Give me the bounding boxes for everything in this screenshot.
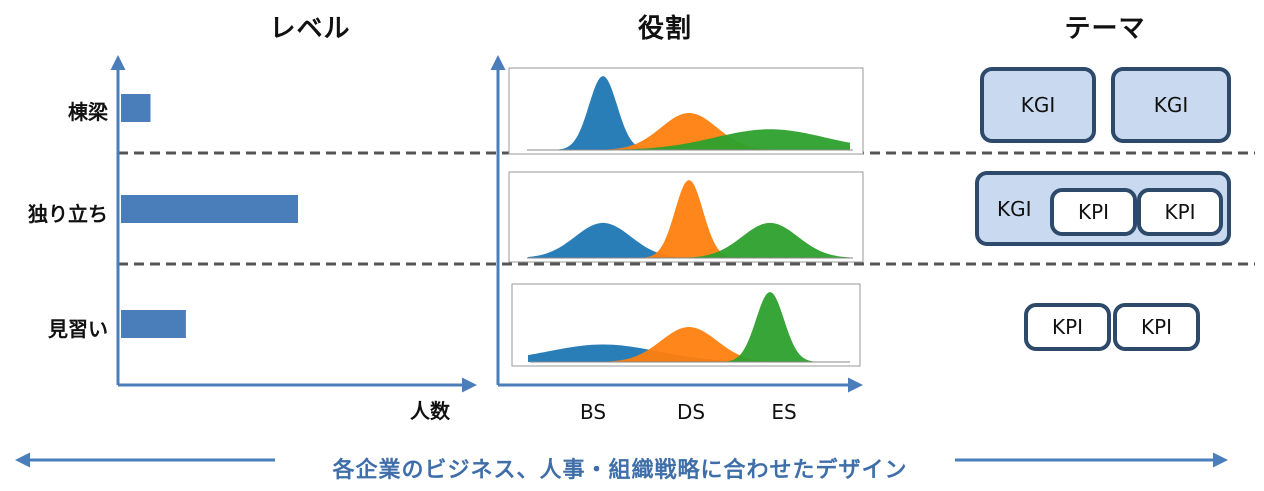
theme-kgi-box: KGI [1111,67,1231,143]
role-tick-es: ES [771,400,797,424]
level-bar [121,94,151,122]
role-curve-es [528,129,850,150]
role-curve-ds [528,327,850,362]
role-curve-ds [528,180,850,258]
theme-kgi-label: KGI [997,196,1032,221]
role-heading: 役割 [637,14,692,44]
theme-kpi-box: KPI [1113,303,1200,351]
level-heading: レベル [269,14,351,44]
role-tick-bs: BS [579,400,607,424]
level-bars [121,94,298,338]
bottom-caption: 各企業のビジネス、人事・組織戦略に合わせたデザイン [332,458,908,483]
theme-kpi-box: KPI [1024,303,1111,351]
level-xaxis-label: 人数 [410,399,450,423]
role-tick-ds: DS [676,400,706,424]
theme-kpi-box: KPI [1050,188,1137,236]
role-panels [508,67,864,367]
role-curve-bs [528,344,850,362]
role-curve-bs [528,222,850,258]
role-curve-es [528,292,850,362]
level-bar [121,310,186,338]
role-curve-ds [528,113,850,150]
level-label-master: 棟梁 [68,100,108,124]
role-curve-es [528,222,850,258]
theme-kpi-box: KPI [1137,188,1223,236]
level-bar [121,195,298,223]
level-label-independent: 独り立ち [28,202,108,226]
theme-heading: テーマ [1064,14,1146,44]
theme-kgi-box: KGI [980,67,1096,143]
role-curve-bs [528,76,850,150]
level-label-apprentice: 見習い [48,317,108,341]
